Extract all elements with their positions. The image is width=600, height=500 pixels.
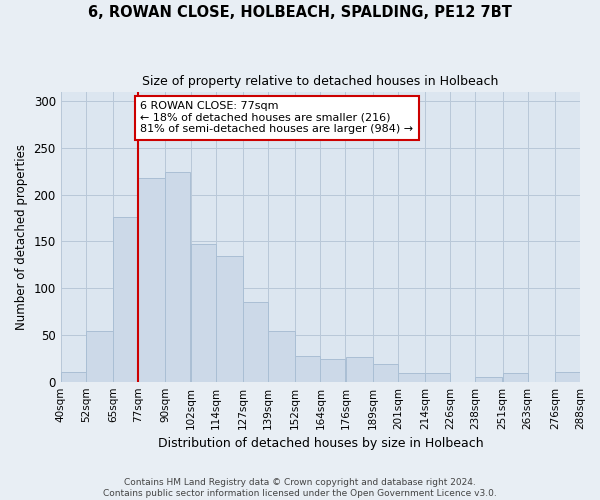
Bar <box>295 356 320 382</box>
Bar <box>555 372 580 382</box>
Bar <box>373 364 398 382</box>
Text: 6, ROWAN CLOSE, HOLBEACH, SPALDING, PE12 7BT: 6, ROWAN CLOSE, HOLBEACH, SPALDING, PE12… <box>88 5 512 20</box>
Bar <box>61 372 86 382</box>
Bar <box>86 331 113 382</box>
Bar <box>138 178 165 382</box>
Bar <box>191 244 215 382</box>
Text: 6 ROWAN CLOSE: 77sqm
← 18% of detached houses are smaller (216)
81% of semi-deta: 6 ROWAN CLOSE: 77sqm ← 18% of detached h… <box>140 102 413 134</box>
Bar <box>243 302 268 382</box>
Bar <box>113 217 138 382</box>
X-axis label: Distribution of detached houses by size in Holbeach: Distribution of detached houses by size … <box>158 437 483 450</box>
Text: Contains HM Land Registry data © Crown copyright and database right 2024.
Contai: Contains HM Land Registry data © Crown c… <box>103 478 497 498</box>
Bar <box>166 172 190 382</box>
Bar <box>425 374 450 382</box>
Bar <box>268 331 295 382</box>
Bar <box>216 256 243 382</box>
Bar <box>346 358 373 382</box>
Title: Size of property relative to detached houses in Holbeach: Size of property relative to detached ho… <box>142 75 499 88</box>
Y-axis label: Number of detached properties: Number of detached properties <box>15 144 28 330</box>
Bar <box>320 359 346 382</box>
Bar <box>503 374 527 382</box>
Bar <box>475 377 502 382</box>
Bar <box>398 374 425 382</box>
